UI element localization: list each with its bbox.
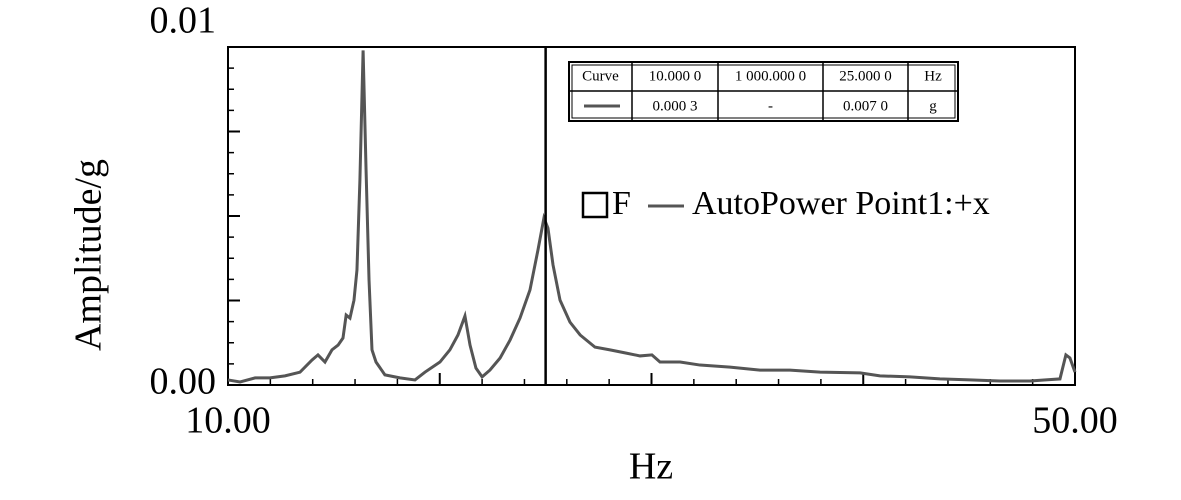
x-tick-label: 10.00 <box>185 400 271 442</box>
table-cell: 0.000 3 <box>653 98 698 114</box>
legend-prefix: F <box>612 185 631 222</box>
table-cell: - <box>768 98 773 114</box>
x-tick-label: 50.00 <box>1032 400 1118 442</box>
table-header-cell: 1 000.000 0 <box>735 68 806 84</box>
table-header-cell: 25.000 0 <box>839 68 892 84</box>
table-header-cell: Curve <box>582 68 619 84</box>
spectrum-line <box>227 50 1077 384</box>
y-tick-label: 0.01 <box>150 0 217 42</box>
y-axis-label: Amplitude/g <box>68 159 110 351</box>
legend-label: AutoPower Point1:+x <box>692 185 990 222</box>
y-tick-label: 0.00 <box>150 361 217 403</box>
table-header-cell: Hz <box>924 68 942 84</box>
legend-box <box>581 191 609 219</box>
table-cell: 0.007 0 <box>843 98 888 114</box>
table-cell: g <box>929 98 937 114</box>
table-header-cell: 10.000 0 <box>649 68 702 84</box>
x-axis-label: Hz <box>629 446 673 488</box>
